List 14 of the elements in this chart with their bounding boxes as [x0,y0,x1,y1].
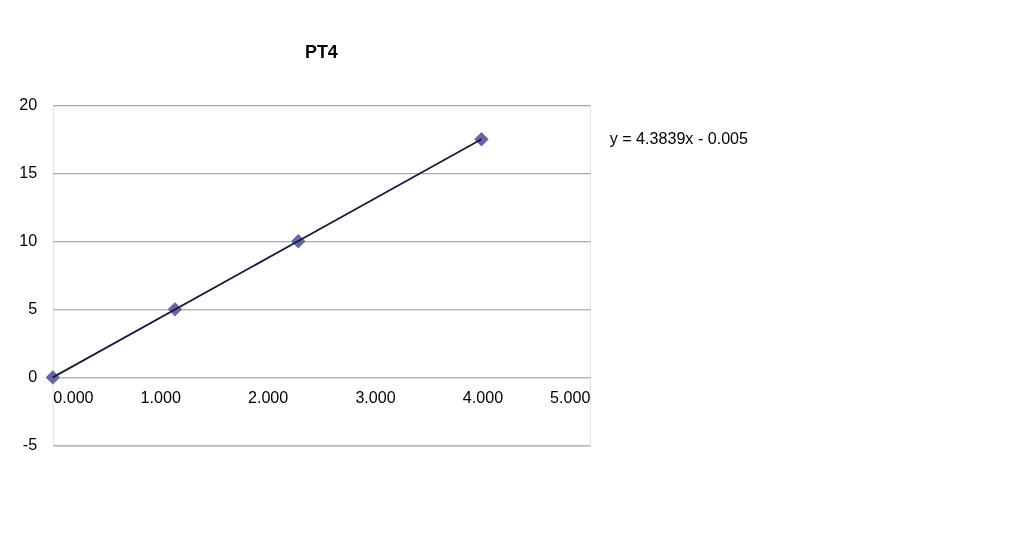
text: y = 4.3839x - 0.005 [609,128,749,147]
x-tick-label: 2.000 [247,387,289,406]
y-tick-label: 20 [19,95,38,114]
x-tick-label: 0.000 [53,387,94,406]
x-tick-label: 1.000 [140,387,181,406]
x-tick-label: 4.000 [462,387,504,406]
y-tick-label: 0 [28,367,38,386]
y-tick-label: -5 [22,435,38,454]
chart-title: PT4 [304,41,338,62]
x-tick-label: 3.000 [355,387,396,406]
y-tick-label: 10 [19,231,38,250]
x-tick-label: 5.000 [550,387,591,406]
y-tick-label: 5 [28,299,38,318]
y-tick-label: 15 [19,163,38,182]
